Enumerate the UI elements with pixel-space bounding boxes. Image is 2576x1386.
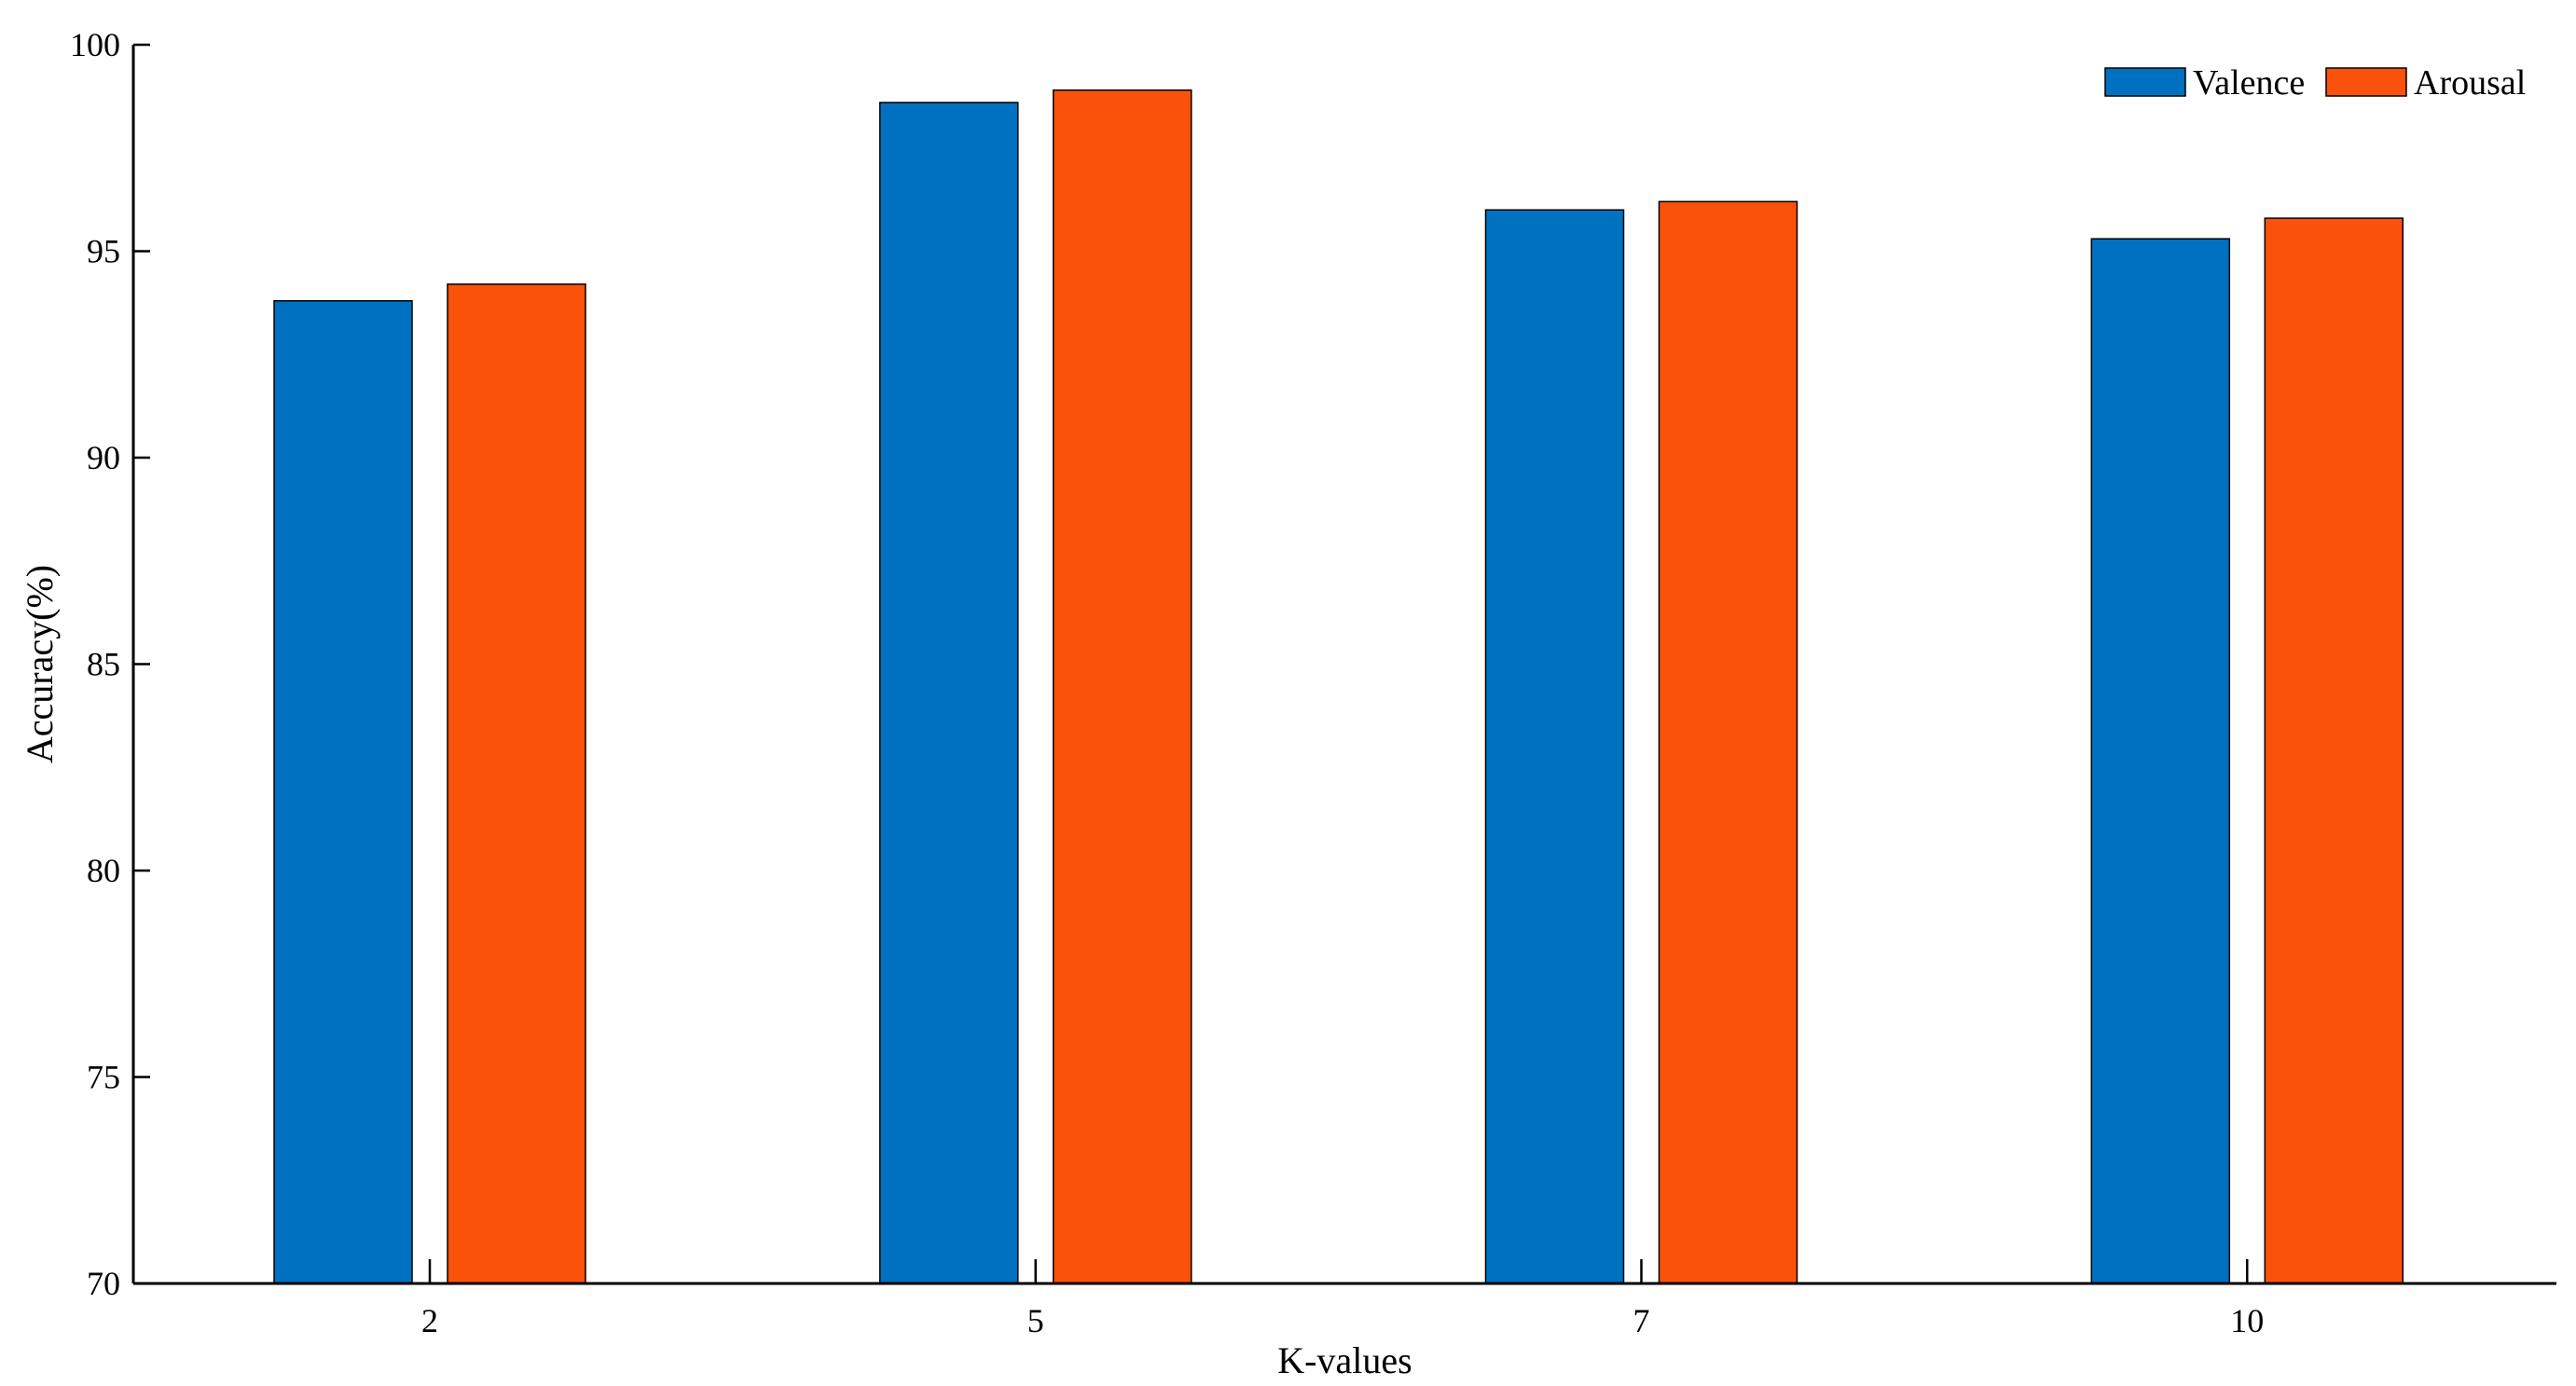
x-tick-label-7: 7 bbox=[1633, 1302, 1650, 1339]
bar-arousal-k2 bbox=[447, 283, 586, 1284]
x-tick-label-2: 2 bbox=[421, 1302, 438, 1339]
y-tick-label-80: 80 bbox=[87, 852, 120, 889]
legend-label-arousal: Arousal bbox=[2414, 63, 2526, 103]
bar-arousal-k10 bbox=[2264, 217, 2404, 1284]
y-tick-label-85: 85 bbox=[87, 646, 120, 683]
x-axis-ticks: 2 5 7 10 bbox=[421, 1259, 2264, 1339]
y-tick-label-75: 75 bbox=[87, 1059, 120, 1096]
y-tick-label-95: 95 bbox=[87, 233, 120, 270]
bar-valence-k5 bbox=[879, 102, 1019, 1284]
x-tick-label-10: 10 bbox=[2230, 1302, 2264, 1339]
x-axis-title: K-values bbox=[1277, 1339, 1412, 1381]
bar-valence-k10 bbox=[2090, 238, 2231, 1284]
legend-swatch-arousal bbox=[2325, 67, 2407, 97]
bar-arousal-k5 bbox=[1053, 89, 1192, 1284]
y-axis-title: Accuracy(%) bbox=[19, 565, 61, 763]
bar-valence-k7 bbox=[1484, 209, 1625, 1284]
legend-label-valence: Valence bbox=[2193, 63, 2305, 103]
y-tick-label-100: 100 bbox=[70, 26, 120, 63]
legend: Valence Arousal bbox=[2104, 63, 2526, 103]
y-tick-label-90: 90 bbox=[87, 439, 120, 476]
y-axis-ticks: 70 75 80 85 90 95 100 bbox=[70, 26, 150, 1302]
bars-layer bbox=[273, 89, 2404, 1284]
bar-valence-k2 bbox=[273, 299, 413, 1284]
x-tick-label-5: 5 bbox=[1027, 1302, 1044, 1339]
bar-arousal-k7 bbox=[1658, 200, 1798, 1284]
legend-swatch-valence bbox=[2104, 67, 2186, 97]
y-tick-label-70: 70 bbox=[87, 1265, 120, 1302]
